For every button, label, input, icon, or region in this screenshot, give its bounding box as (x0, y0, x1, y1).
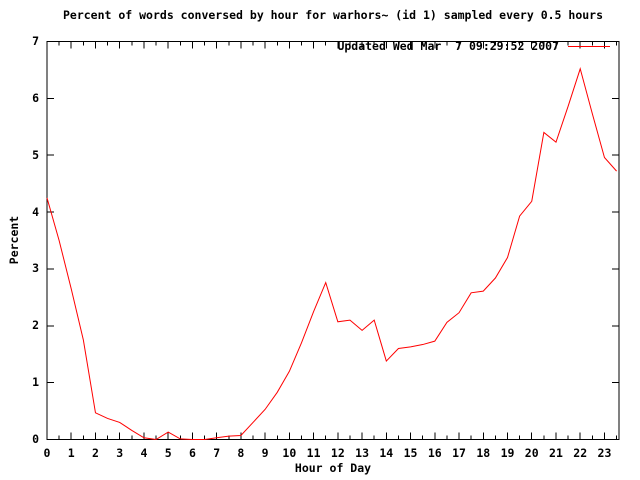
x-tick-label: 23 (597, 445, 612, 460)
plot-border (46, 41, 620, 440)
x-tick-label: 6 (188, 445, 196, 460)
x-tick-label: 15 (403, 445, 418, 460)
x-tick-label: 13 (355, 445, 369, 460)
y-tick-label: 5 (32, 147, 39, 162)
x-tick-label: 10 (282, 445, 297, 460)
x-tick-label: 0 (43, 445, 51, 460)
y-tick-label: 3 (32, 261, 39, 276)
legend: Updated Wed Mar 7 09:29:52 2007 (337, 40, 610, 53)
legend-line-sample-icon (568, 46, 610, 47)
y-tick-label: 4 (32, 204, 39, 219)
y-tick-label: 1 (32, 375, 39, 390)
y-axis-title: Percent (7, 215, 21, 265)
x-tick-label: 19 (500, 445, 515, 460)
y-tick-label: 2 (32, 318, 39, 333)
x-tick-label: 11 (306, 445, 321, 460)
x-tick-label: 9 (261, 445, 269, 460)
y-tick-label: 7 (32, 34, 39, 48)
x-tick-label: 3 (116, 445, 124, 460)
chart-title: Percent of words conversed by hour for w… (62, 8, 604, 22)
y-tick-label: 0 (32, 432, 39, 446)
x-axis-title: Hour of Day (294, 461, 372, 475)
axes-and-ticks (46, 41, 620, 440)
x-tick-label: 17 (452, 445, 466, 460)
x-tick-label: 18 (476, 445, 491, 460)
x-tick-label: 1 (67, 445, 75, 460)
x-tick-label: 5 (164, 445, 172, 460)
legend-label: Updated Wed Mar 7 09:29:52 2007 (337, 39, 559, 53)
x-tick-label: 14 (379, 445, 394, 460)
data-line (46, 67, 617, 441)
data-line-layer (46, 67, 617, 441)
x-tick-label: 4 (140, 445, 148, 460)
x-tick-label: 16 (427, 445, 442, 460)
x-tick-label: 20 (524, 445, 539, 460)
y-tick-label: 6 (32, 90, 39, 105)
x-tick-label: 2 (92, 445, 99, 460)
x-tick-label: 12 (330, 445, 345, 460)
x-tick-label: 21 (549, 445, 563, 460)
x-tick-label: 22 (573, 445, 588, 460)
x-tick-label: 8 (237, 445, 245, 460)
x-tick-label: 7 (213, 445, 221, 460)
